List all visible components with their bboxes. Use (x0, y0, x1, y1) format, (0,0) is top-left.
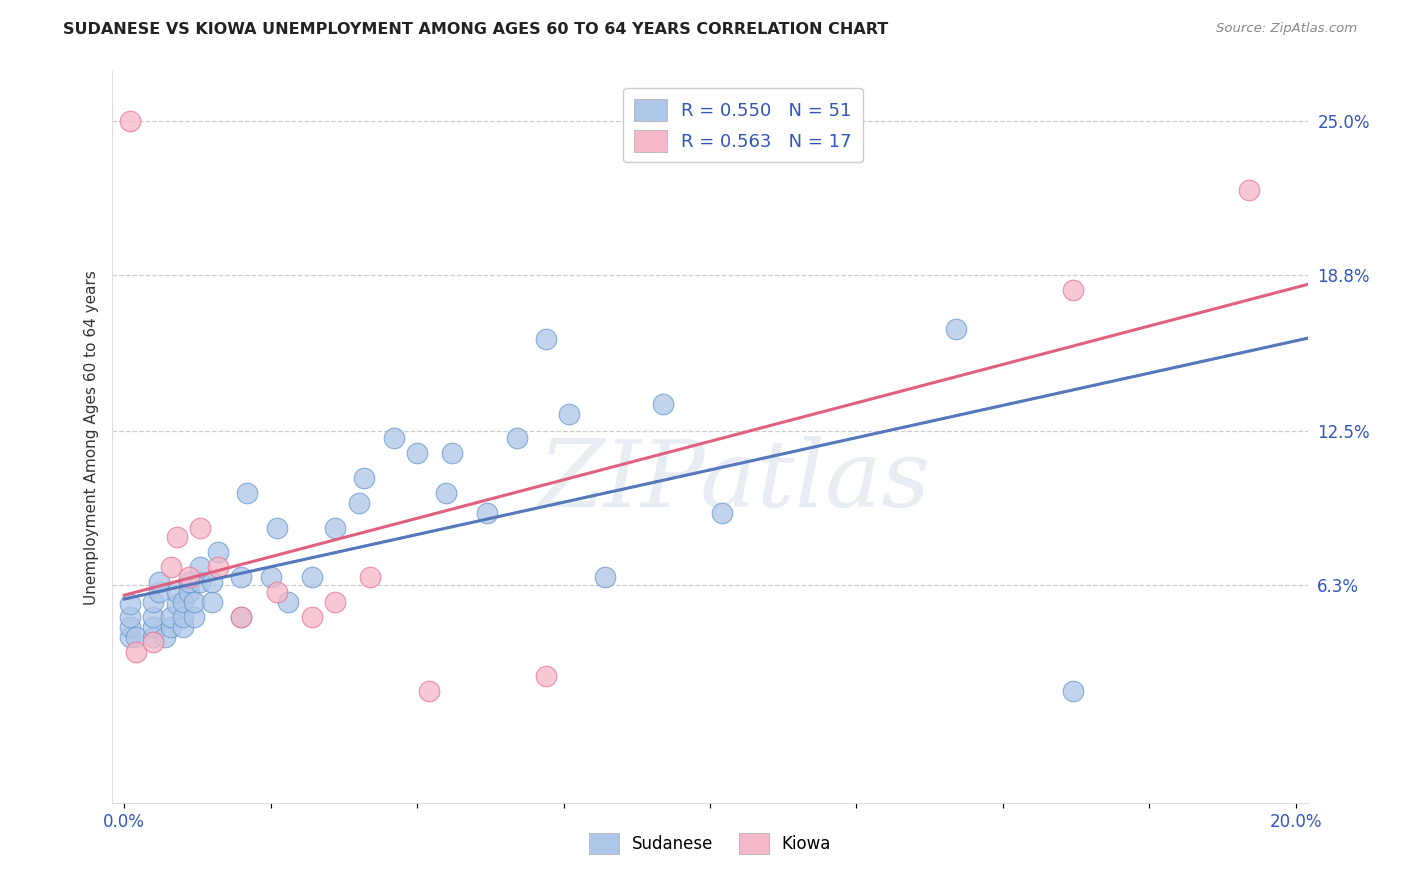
Point (188, 575, 212, 590)
Point (593, 570, 616, 584)
Point (353, 471, 375, 485)
Point (1237, 183, 1260, 197)
Point (148, 585, 170, 599)
Point (506, 431, 529, 445)
Point (260, 570, 283, 584)
Point (183, 595, 205, 609)
Point (207, 560, 229, 574)
Point (323, 520, 346, 534)
Point (125, 630, 148, 644)
Point (534, 669, 557, 683)
Point (236, 486, 259, 500)
Point (188, 560, 212, 574)
Point (441, 446, 464, 460)
Point (201, 575, 224, 590)
Point (231, 610, 253, 624)
Text: SUDANESE VS KIOWA UNEMPLOYMENT AMONG AGES 60 TO 64 YEARS CORRELATION CHART: SUDANESE VS KIOWA UNEMPLOYMENT AMONG AGE… (63, 22, 889, 37)
Point (142, 634, 165, 648)
Point (148, 575, 170, 590)
Point (301, 610, 323, 624)
Point (160, 610, 183, 624)
Point (125, 644, 148, 658)
Y-axis label: Unemployment Among Ages 60 to 64 years: Unemployment Among Ages 60 to 64 years (83, 269, 98, 605)
Point (142, 620, 165, 634)
Point (534, 332, 557, 346)
Point (172, 595, 194, 609)
Point (172, 620, 194, 634)
Point (945, 322, 967, 336)
Point (347, 496, 370, 510)
Point (652, 396, 675, 410)
Point (142, 610, 165, 624)
Point (231, 570, 253, 584)
Point (359, 570, 381, 584)
Point (207, 545, 229, 559)
Point (166, 531, 188, 545)
Point (558, 407, 581, 421)
Point (120, 114, 141, 128)
Point (266, 585, 288, 599)
Text: Source: ZipAtlas.com: Source: ZipAtlas.com (1216, 22, 1357, 36)
Point (166, 585, 188, 599)
Point (710, 506, 733, 520)
Point (418, 684, 440, 698)
Point (155, 630, 177, 644)
Point (188, 520, 212, 534)
Point (382, 431, 405, 445)
Point (177, 575, 200, 590)
Point (183, 610, 205, 624)
Point (231, 610, 253, 624)
Point (201, 595, 224, 609)
Point (120, 610, 141, 624)
Point (1062, 684, 1084, 698)
Point (406, 446, 429, 460)
Point (172, 610, 194, 624)
Point (1062, 283, 1084, 297)
Point (120, 630, 141, 644)
Point (301, 570, 323, 584)
Text: ZIPatlas: ZIPatlas (538, 436, 929, 526)
Point (436, 486, 458, 500)
Point (166, 598, 188, 612)
Point (477, 506, 499, 520)
Point (177, 570, 200, 584)
Point (266, 520, 288, 534)
Point (160, 560, 183, 574)
Point (120, 598, 141, 612)
Point (323, 595, 346, 609)
Point (177, 585, 200, 599)
Point (142, 595, 165, 609)
Point (160, 620, 183, 634)
Point (120, 620, 141, 634)
Legend: Sudanese, Kiowa: Sudanese, Kiowa (582, 827, 838, 860)
Point (142, 630, 165, 644)
Point (277, 595, 299, 609)
